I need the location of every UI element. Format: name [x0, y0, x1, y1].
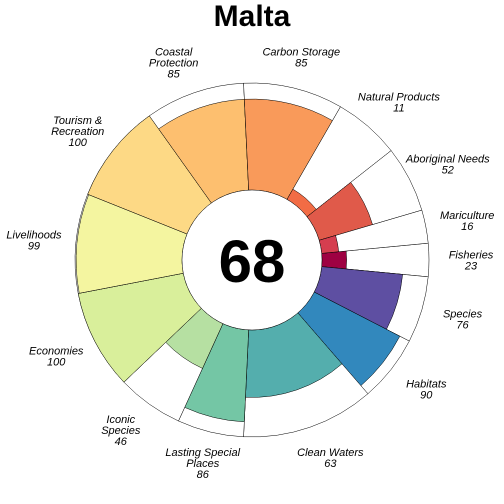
- label-aboriginal-needs: Aboriginal Needs 52: [405, 154, 490, 177]
- label-habitats: Habitats 90: [406, 379, 447, 402]
- label-coastal-protection: Coastal Protection 85: [149, 46, 199, 80]
- petal-group: [74, 82, 430, 438]
- label-carbon-storage: Carbon Storage 85: [262, 46, 340, 69]
- label-iconic-species: Iconic Species 46: [101, 414, 141, 448]
- label-fisheries: Fisheries 23: [449, 250, 494, 273]
- label-clean-waters: Clean Waters 63: [297, 447, 364, 470]
- label-livelihoods: Livelihoods 99: [6, 230, 62, 253]
- center-disc: [181, 189, 323, 331]
- overall-score: 68: [219, 228, 286, 295]
- petal-fisheries: [321, 250, 347, 270]
- label-lasting-special-places: Lasting Special Places 86: [165, 447, 240, 481]
- label-mariculture: Mariculture 16: [440, 210, 494, 233]
- label-economies: Economies 100: [29, 345, 84, 368]
- label-species: Species 76: [443, 308, 483, 331]
- label-natural-products: Natural Products 11: [358, 92, 440, 115]
- goal-labels: Fisheries 23 Species 76 Habitats 90 Clean Wate…: [6, 46, 494, 481]
- label-tourism-recreation: Tourism & Recreation 100: [51, 115, 104, 149]
- chart-title: Malta: [214, 0, 291, 33]
